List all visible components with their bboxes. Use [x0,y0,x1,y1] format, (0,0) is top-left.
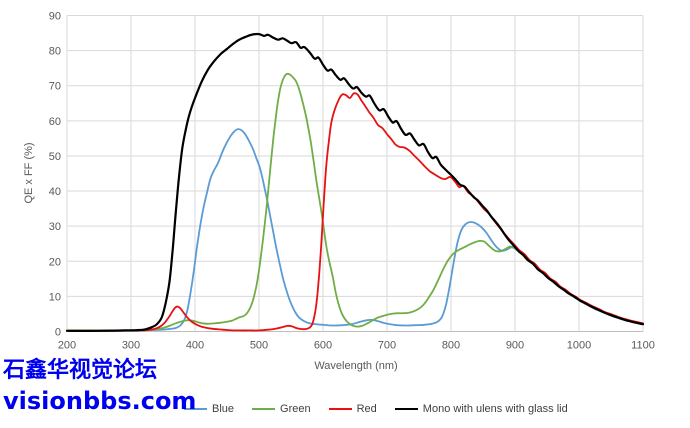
x-axis-title: Wavelength (nm) [314,360,398,372]
legend-item-red: Red [328,403,377,415]
legend-line-red-icon [328,408,352,410]
svg-text:10: 10 [49,291,61,303]
legend-line-blue-icon [184,408,207,410]
legend-line-mono-icon [394,408,418,410]
svg-text:300: 300 [122,340,140,352]
chart-canvas: 0 10 20 30 40 50 60 70 80 90 200 300 400 500 600 700 800… [49,11,655,352]
legend-item-green: Green [252,403,311,415]
svg-text:1000: 1000 [567,340,591,352]
svg-text:400: 400 [186,340,204,352]
legend-label-mono: Mono with ulens with glass lid [422,403,568,415]
svg-text:90: 90 [49,11,61,23]
legend-item-mono: Mono with ulens with glass lid [394,403,568,415]
legend-label-green: Green [280,403,311,415]
svg-text:800: 800 [442,340,460,352]
svg-text:40: 40 [49,186,61,198]
watermark: 石鑫华视觉论坛 visionbbs.com [3,358,197,415]
watermark-site-url: visionbbs.com [3,387,197,415]
svg-text:80: 80 [49,46,61,58]
chart-legend: Blue Green Red Mono with ulens with glas… [184,403,568,415]
legend-label-blue: Blue [212,403,235,415]
watermark-site-name: 石鑫华视觉论坛 [3,358,158,383]
legend-label-red: Red [356,403,377,415]
svg-text:20: 20 [49,256,61,268]
svg-text:700: 700 [378,340,396,352]
svg-text:900: 900 [506,340,524,352]
svg-text:1100: 1100 [631,340,655,352]
svg-text:0: 0 [55,327,61,339]
svg-text:600: 600 [314,340,332,352]
svg-text:50: 50 [49,151,61,163]
svg-text:70: 70 [49,81,61,93]
svg-text:30: 30 [49,221,61,233]
svg-text:200: 200 [58,340,76,352]
y-axis-title: QE x FF (%) [23,142,35,204]
svg-text:500: 500 [250,340,268,352]
legend-item-blue: Blue [184,403,234,415]
legend-line-green-icon [252,408,276,410]
svg-text:60: 60 [49,116,61,128]
